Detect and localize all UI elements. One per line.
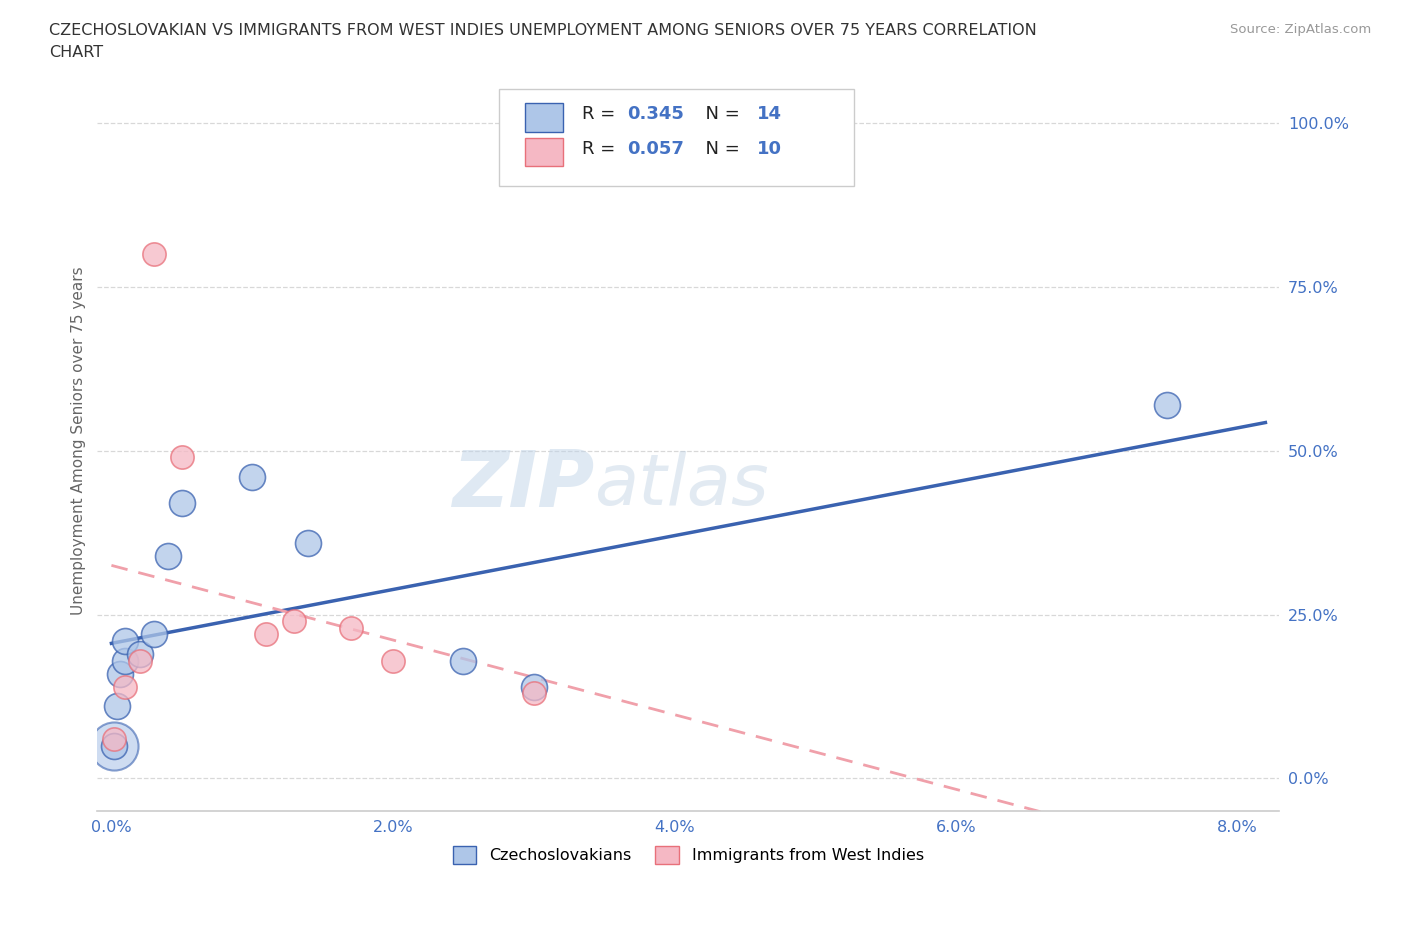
Text: Source: ZipAtlas.com: Source: ZipAtlas.com: [1230, 23, 1371, 36]
Point: [283, 614, 305, 629]
Point: [297, 535, 319, 550]
Point: [108, 666, 131, 681]
Point: [114, 633, 136, 648]
Point: [128, 646, 150, 661]
Point: [114, 679, 136, 694]
FancyBboxPatch shape: [526, 103, 564, 131]
Text: CHART: CHART: [49, 45, 103, 60]
FancyBboxPatch shape: [499, 89, 853, 186]
Y-axis label: Unemployment Among Seniors over 75 years: Unemployment Among Seniors over 75 years: [72, 267, 86, 616]
Point: [523, 685, 546, 700]
Text: 14: 14: [756, 105, 782, 123]
Point: [128, 653, 150, 668]
Point: [105, 699, 128, 714]
Text: N =: N =: [695, 140, 745, 157]
Legend: Czechoslovakians, Immigrants from West Indies: Czechoslovakians, Immigrants from West I…: [446, 839, 931, 870]
Point: [142, 627, 165, 642]
Point: [114, 653, 136, 668]
Point: [103, 738, 125, 753]
Point: [451, 653, 474, 668]
Point: [170, 496, 193, 511]
Point: [103, 738, 125, 753]
FancyBboxPatch shape: [526, 139, 564, 166]
Point: [381, 653, 404, 668]
Text: CZECHOSLOVAKIAN VS IMMIGRANTS FROM WEST INDIES UNEMPLOYMENT AMONG SENIORS OVER 7: CZECHOSLOVAKIAN VS IMMIGRANTS FROM WEST …: [49, 23, 1038, 38]
Point: [103, 732, 125, 747]
Point: [523, 679, 546, 694]
Point: [142, 246, 165, 261]
Text: atlas: atlas: [593, 451, 769, 520]
Text: R =: R =: [582, 140, 621, 157]
Point: [240, 470, 263, 485]
Point: [339, 620, 361, 635]
Point: [254, 627, 277, 642]
Point: [1156, 397, 1178, 412]
Text: 0.345: 0.345: [627, 105, 683, 123]
Text: N =: N =: [695, 105, 745, 123]
Text: 10: 10: [756, 140, 782, 157]
Text: ZIP: ZIP: [451, 447, 593, 524]
Point: [170, 450, 193, 465]
Text: R =: R =: [582, 105, 621, 123]
Point: [156, 548, 179, 563]
Text: 0.057: 0.057: [627, 140, 683, 157]
